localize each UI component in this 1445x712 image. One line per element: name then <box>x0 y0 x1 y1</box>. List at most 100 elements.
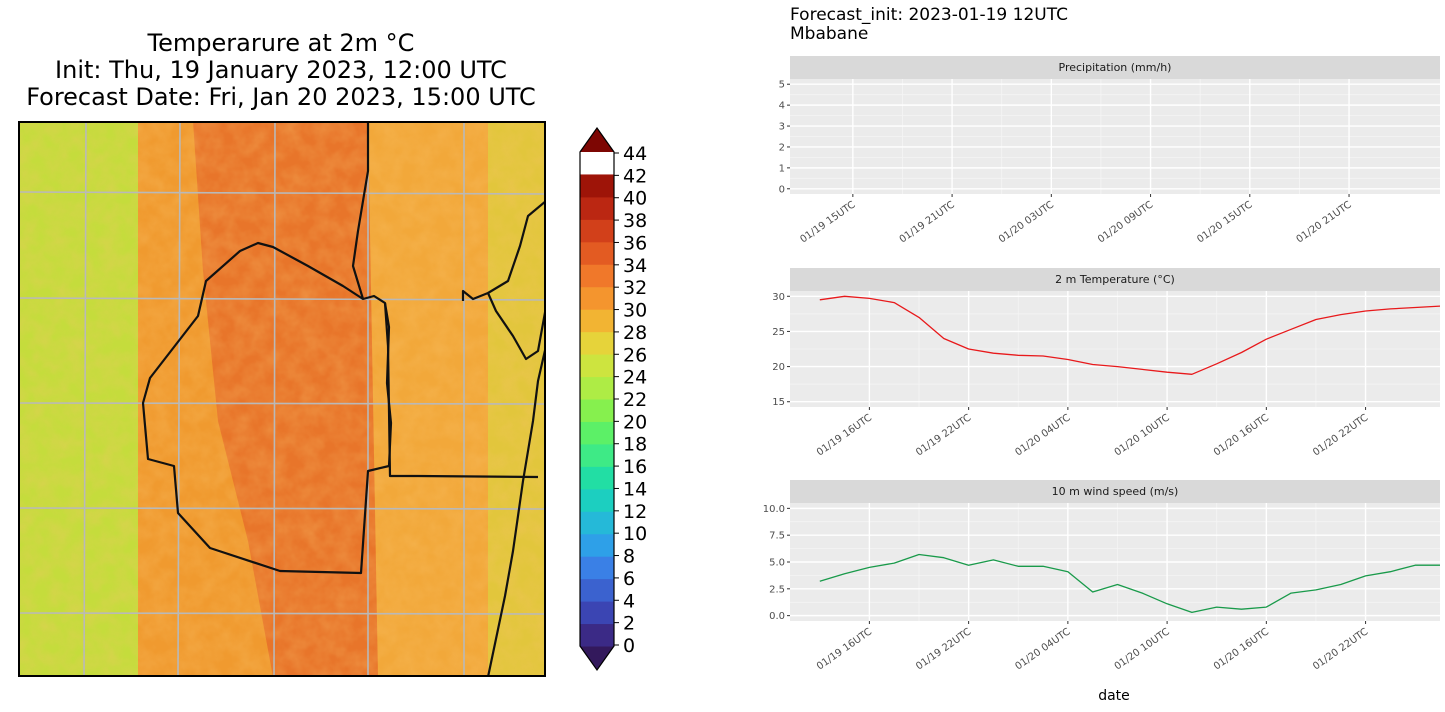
colorbar-tick-label: 26 <box>623 344 647 366</box>
colorbar-tick-label: 16 <box>623 456 647 478</box>
x-tick-label: 01/20 10UTC <box>1113 626 1172 672</box>
map-title-line3: Forecast Date: Fri, Jan 20 2023, 15:00 U… <box>26 83 536 111</box>
colorbar-tick-label: 8 <box>623 546 635 568</box>
y-tick-label: 25 <box>772 327 785 338</box>
colorbar-tick-label: 6 <box>623 568 635 590</box>
colorbar-tick-label: 28 <box>623 322 647 344</box>
colorbar-segment <box>580 264 614 288</box>
colorbar-segment <box>580 578 614 602</box>
colorbar-segment <box>580 286 614 310</box>
x-tick-label: 01/20 15UTC <box>1195 199 1254 245</box>
x-tick-label: 01/20 21UTC <box>1295 199 1354 245</box>
colorbar-segment <box>580 196 614 220</box>
y-tick-label: 0 <box>779 184 785 195</box>
y-tick-label: 30 <box>772 292 785 303</box>
x-tick-label: 01/20 04UTC <box>1013 412 1072 458</box>
colorbar-segment <box>580 241 614 265</box>
map-title-line1: Temperarure at 2m °C <box>147 29 415 57</box>
x-tick-label: 01/19 16UTC <box>815 412 874 458</box>
y-tick-label: 2.5 <box>769 584 785 595</box>
map-title: Temperarure at 2m °C Init: Thu, 19 Janua… <box>0 30 562 111</box>
colorbar-tick-label: 38 <box>623 210 647 232</box>
colorbar-tick-label: 22 <box>623 389 647 411</box>
map-terrain-texture <box>18 121 546 677</box>
panel-2: 2 m Temperature (°C) 15 20 25 30 01/19 16UTC 0… <box>772 268 1440 458</box>
colorbar-tick-label: 20 <box>623 411 647 433</box>
colorbar-outline <box>579 126 615 672</box>
x-tick-label: 01/20 10UTC <box>1113 412 1172 458</box>
x-tick-label: 01/20 03UTC <box>997 199 1056 245</box>
x-tick-label: 01/19 22UTC <box>914 626 973 672</box>
series-line <box>819 553 1440 614</box>
colorbar-segment <box>580 174 614 198</box>
colorbar-segment <box>580 488 614 512</box>
x-tick-label: 01/19 21UTC <box>898 199 957 245</box>
eswatini-border <box>141 241 393 575</box>
border-east-line <box>383 302 539 479</box>
map-borders <box>141 121 546 677</box>
panel-strip <box>790 480 1440 503</box>
colorbar-extend-max <box>580 128 614 152</box>
panel-title: 10 m wind speed (m/s) <box>1052 485 1179 498</box>
y-tick-label: 20 <box>772 362 785 373</box>
colorbar-segment <box>580 331 614 355</box>
colorbar-tick-label: 0 <box>623 635 635 657</box>
map-frame <box>18 121 546 677</box>
y-tick-label: 7.5 <box>769 531 785 542</box>
colorbar-segment <box>580 354 614 378</box>
x-tick-label: 01/20 09UTC <box>1096 199 1155 245</box>
colorbar-segment <box>580 443 614 467</box>
timeseries-header: Forecast_init: 2023-01-19 12UTC Mbabane <box>790 6 1068 44</box>
colorbar-tick-label: 34 <box>623 255 647 277</box>
colorbar-extend-min <box>580 646 614 670</box>
colorbar-segment <box>580 421 614 445</box>
border-north <box>351 121 370 300</box>
colorbar-segment <box>580 511 614 535</box>
series-line <box>819 295 1440 375</box>
map-graticule <box>18 121 546 677</box>
coast-line <box>461 200 546 677</box>
colorbar-segment <box>580 219 614 243</box>
colorbar-tick-label: 2 <box>623 613 635 635</box>
colorbar-tick-label: 32 <box>623 277 647 299</box>
location-label: Mbabane <box>790 24 869 44</box>
colorbar-tick-label: 30 <box>623 300 647 322</box>
y-tick-label: 15 <box>772 397 785 408</box>
x-tick-label: 01/20 22UTC <box>1311 626 1370 672</box>
x-tick-label: 01/20 16UTC <box>1212 626 1271 672</box>
panel-title: 2 m Temperature (°C) <box>1055 273 1175 286</box>
colorbar-tick-label: 44 <box>623 143 647 165</box>
colorbar-segment <box>580 466 614 490</box>
colorbar-tick-label: 18 <box>623 434 647 456</box>
colorbar-segment <box>580 376 614 400</box>
y-tick-label: 5.0 <box>769 558 785 569</box>
x-tick-label: 01/20 16UTC <box>1212 412 1271 458</box>
colorbar-segment <box>580 309 614 333</box>
y-tick-label: 5 <box>779 80 785 91</box>
temperature-colorbar: 0246810121416182022242628303234363840424… <box>579 126 647 672</box>
colorbar-tick-label: 24 <box>623 367 647 389</box>
panel-1: Precipitation (mm/h) 0 1 2 3 4 5 01/19 15UTC 01/… <box>779 56 1440 245</box>
colorbar-tick-label: 36 <box>623 232 647 254</box>
panel-strip <box>790 268 1440 291</box>
timeseries-panels: Precipitation (mm/h) 0 1 2 3 4 5 01/19 15UTC 01/… <box>763 56 1440 704</box>
colorbar-segment <box>580 533 614 557</box>
x-tick-label: 01/20 04UTC <box>1013 626 1072 672</box>
colorbar-segment <box>580 601 614 625</box>
temperature-map <box>18 121 546 677</box>
x-tick-label: 01/19 22UTC <box>914 412 973 458</box>
colorbar-segment <box>580 556 614 580</box>
y-tick-label: 4 <box>779 101 785 112</box>
colorbar-tick-label: 14 <box>623 478 647 500</box>
colorbar-tick-label: 40 <box>623 188 647 210</box>
x-axis-label: date <box>1098 688 1130 704</box>
colorbar-segment <box>580 399 614 422</box>
x-tick-label: 01/19 16UTC <box>815 626 874 672</box>
panel-strip <box>790 56 1440 79</box>
panel-3: 10 m wind speed (m/s) 0.0 2.5 5.0 7.5 10.0 01/… <box>763 480 1440 672</box>
y-tick-label: 2 <box>779 142 785 153</box>
colorbar-tick-label: 12 <box>623 501 647 523</box>
colorbar-tick-label: 10 <box>623 523 647 545</box>
y-tick-label: 1 <box>779 163 785 174</box>
colorbar-tick-label: 4 <box>623 590 635 612</box>
